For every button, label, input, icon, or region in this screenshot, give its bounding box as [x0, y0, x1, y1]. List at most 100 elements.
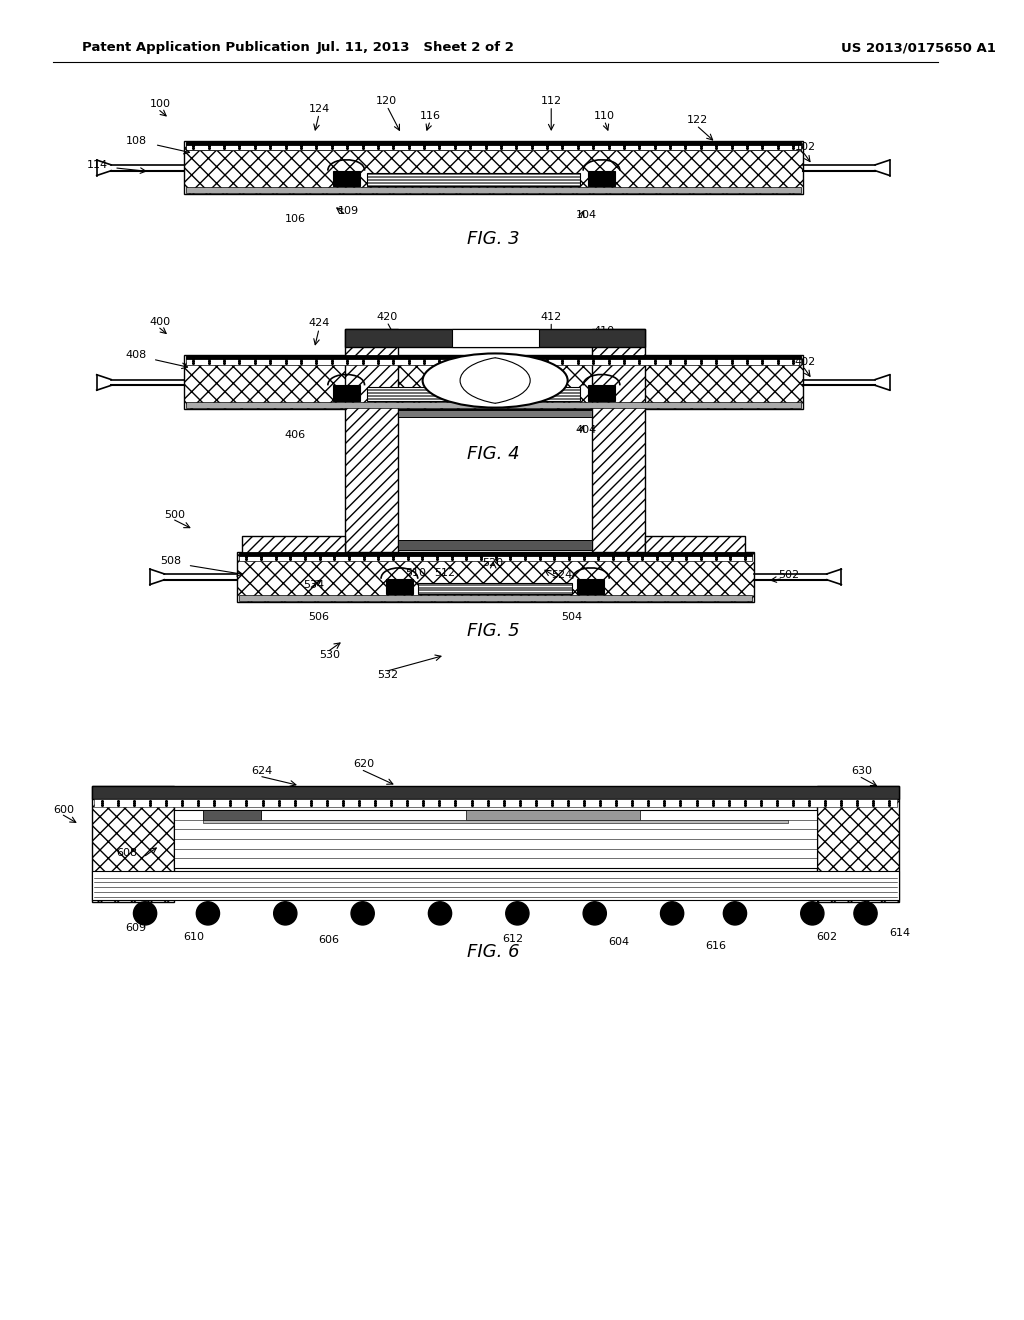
Bar	[368, 173, 581, 186]
Text: 614: 614	[890, 928, 910, 937]
Text: 102: 102	[795, 143, 816, 153]
Text: 630: 630	[851, 766, 872, 776]
Text: 600: 600	[53, 805, 74, 814]
Bar	[386, 578, 413, 594]
Text: 120: 120	[376, 96, 397, 106]
Text: 624: 624	[252, 766, 272, 776]
Text: 502: 502	[778, 570, 800, 579]
Bar	[588, 170, 615, 186]
Bar	[592, 329, 645, 552]
Text: 534: 534	[303, 579, 324, 590]
Circle shape	[351, 902, 374, 925]
Text: FIG. 5: FIG. 5	[467, 622, 519, 640]
Bar	[466, 810, 640, 820]
Bar	[203, 810, 261, 820]
Bar	[333, 385, 359, 401]
Bar	[239, 553, 753, 561]
Bar	[94, 799, 897, 807]
Bar	[239, 595, 753, 601]
Text: 508: 508	[161, 556, 182, 566]
Bar	[239, 552, 753, 556]
Bar	[398, 540, 592, 549]
Text: 400: 400	[150, 317, 171, 326]
Text: Patent Application Publication: Patent Application Publication	[82, 41, 310, 54]
Bar	[242, 536, 345, 553]
Text: 530: 530	[319, 651, 340, 660]
Bar	[174, 810, 817, 869]
Text: 524: 524	[551, 570, 572, 579]
Circle shape	[801, 902, 824, 925]
Circle shape	[723, 902, 746, 925]
Bar	[398, 409, 592, 417]
Circle shape	[428, 902, 452, 925]
Text: 402: 402	[795, 358, 816, 367]
Bar	[645, 536, 744, 553]
Bar	[588, 385, 615, 401]
Text: 110: 110	[594, 111, 614, 120]
Bar	[368, 387, 581, 401]
Text: 424: 424	[308, 318, 330, 329]
Bar	[185, 401, 801, 408]
Text: 504: 504	[561, 612, 582, 623]
Text: 404: 404	[575, 425, 597, 434]
Text: 620: 620	[353, 759, 374, 770]
Text: 410: 410	[594, 326, 615, 337]
Text: 512: 512	[434, 568, 456, 578]
Text: 506: 506	[308, 612, 330, 623]
Bar	[237, 552, 755, 602]
Text: Jul. 11, 2013   Sheet 2 of 2: Jul. 11, 2013 Sheet 2 of 2	[316, 41, 515, 54]
Text: 109: 109	[338, 206, 358, 216]
Text: 114: 114	[87, 160, 109, 170]
Text: 616: 616	[706, 941, 726, 952]
Text: 532: 532	[377, 669, 398, 680]
Text: 100: 100	[150, 99, 171, 110]
Text: FIG. 3: FIG. 3	[467, 230, 519, 248]
Bar	[452, 329, 539, 347]
Text: 606: 606	[318, 936, 339, 945]
Bar	[183, 355, 803, 409]
Text: FIG. 6: FIG. 6	[467, 942, 519, 961]
Bar	[203, 820, 788, 824]
Text: 106: 106	[285, 214, 305, 224]
Text: 408: 408	[126, 350, 147, 360]
Bar	[418, 582, 572, 594]
Text: 122: 122	[687, 115, 708, 125]
Bar	[92, 785, 899, 799]
Text: 608: 608	[116, 849, 137, 858]
Text: 420: 420	[376, 312, 397, 322]
Text: 612: 612	[502, 933, 523, 944]
Text: 510: 510	[406, 568, 426, 578]
Bar	[817, 785, 899, 902]
Text: 108: 108	[126, 136, 147, 145]
Text: 602: 602	[816, 932, 838, 941]
Circle shape	[660, 902, 684, 925]
Circle shape	[133, 902, 157, 925]
Bar	[185, 358, 801, 366]
Text: 520: 520	[482, 558, 504, 569]
Bar	[345, 329, 398, 552]
Circle shape	[197, 902, 219, 925]
Bar	[185, 355, 801, 359]
Text: 610: 610	[183, 932, 204, 941]
Text: US 2013/0175650 A1: US 2013/0175650 A1	[842, 41, 996, 54]
Bar	[185, 141, 801, 145]
Bar	[185, 143, 801, 150]
Text: 104: 104	[575, 210, 597, 220]
Text: 500: 500	[165, 510, 185, 520]
Bar	[185, 187, 801, 193]
Bar	[333, 170, 359, 186]
Ellipse shape	[423, 354, 567, 408]
Text: 112: 112	[541, 96, 562, 106]
Text: 604: 604	[608, 937, 630, 948]
Bar	[183, 141, 803, 194]
Circle shape	[854, 902, 878, 925]
Text: 412: 412	[541, 312, 562, 322]
Text: 406: 406	[285, 430, 305, 440]
Circle shape	[583, 902, 606, 925]
Circle shape	[506, 902, 529, 925]
Bar	[345, 329, 645, 347]
Bar	[92, 785, 174, 902]
Bar	[92, 871, 899, 900]
Text: 116: 116	[420, 111, 441, 120]
Text: FIG. 4: FIG. 4	[467, 445, 519, 463]
